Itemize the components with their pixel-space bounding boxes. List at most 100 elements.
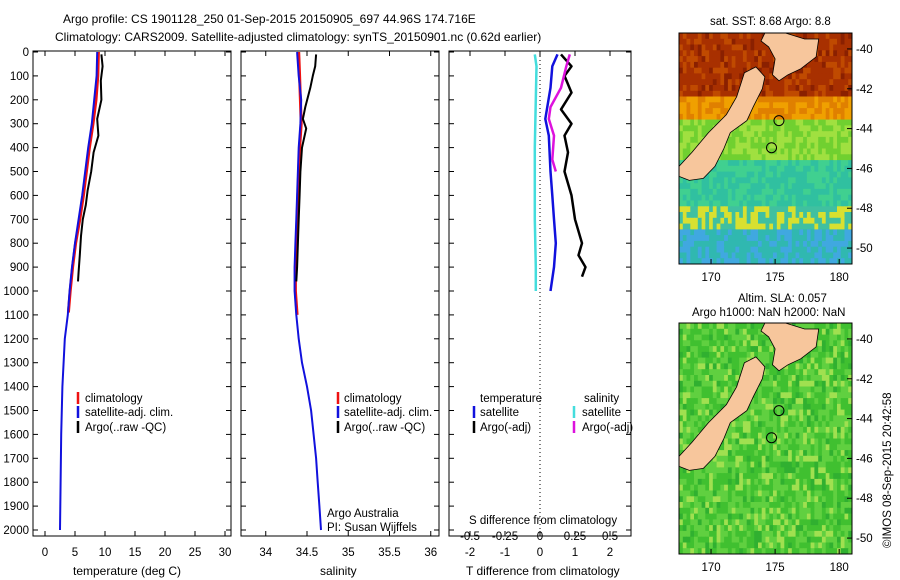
map-cell xyxy=(806,61,812,69)
map-cell xyxy=(840,496,845,503)
map-cell xyxy=(682,206,688,213)
map-cell xyxy=(758,473,763,480)
map-cell xyxy=(825,398,830,405)
map-cell xyxy=(833,334,838,341)
map-cell xyxy=(814,519,819,526)
map-cell xyxy=(731,484,736,491)
map-cell xyxy=(791,171,797,178)
map-cell xyxy=(701,392,706,399)
map-cell xyxy=(848,455,853,463)
map-cell xyxy=(679,206,684,213)
map-cell xyxy=(758,217,763,225)
map-cell xyxy=(739,246,744,253)
map-cell xyxy=(784,455,789,463)
map-cell xyxy=(795,79,800,86)
map-cell xyxy=(844,519,849,526)
map-cell xyxy=(810,536,815,543)
map-cell xyxy=(690,536,695,543)
map-cell xyxy=(754,44,759,51)
map-cell xyxy=(780,392,785,399)
map-cell xyxy=(795,409,800,416)
map-cell xyxy=(788,450,793,457)
map-cell xyxy=(788,409,793,416)
map-cell xyxy=(806,96,812,103)
map-cell xyxy=(682,386,688,393)
map-cell xyxy=(727,136,733,144)
map-cell xyxy=(690,369,695,376)
map-cell xyxy=(716,113,721,121)
map-cell xyxy=(814,229,819,236)
map-cell xyxy=(750,548,755,555)
map-cell xyxy=(837,171,842,178)
map-cell xyxy=(750,142,755,149)
map-cell xyxy=(739,223,744,230)
map-cell xyxy=(746,490,751,497)
map-cell xyxy=(705,188,710,196)
map-cell xyxy=(724,217,729,225)
map-cell xyxy=(814,125,819,132)
map-cell xyxy=(825,490,830,497)
map-cell xyxy=(833,79,838,86)
map-cell xyxy=(848,38,853,46)
map-cell xyxy=(754,409,759,416)
map-cell xyxy=(799,235,804,242)
depth-axis: 0100200300400500600700800900100011001200… xyxy=(3,47,631,537)
map-cell xyxy=(818,56,823,63)
map-cell xyxy=(806,183,812,190)
map-cell xyxy=(840,79,845,86)
map-cell xyxy=(837,165,842,173)
map-cell xyxy=(791,148,797,155)
map-cell xyxy=(788,392,793,399)
map-cell xyxy=(731,461,736,468)
map-cell xyxy=(773,513,778,520)
map-cell xyxy=(814,206,819,213)
map-cell xyxy=(825,432,830,439)
map-cell xyxy=(833,328,838,336)
map-cell xyxy=(682,426,688,434)
map-cell xyxy=(705,96,710,103)
map-cell xyxy=(690,113,695,121)
map-cell xyxy=(818,375,823,382)
map-cell xyxy=(806,323,812,330)
map-cell xyxy=(754,33,759,40)
map-cell xyxy=(735,438,740,445)
map-cell xyxy=(765,200,770,207)
map-cell xyxy=(825,136,830,144)
map-cell xyxy=(803,183,808,190)
map-cell xyxy=(848,426,853,434)
map-cell xyxy=(694,136,699,144)
map-cell xyxy=(818,542,823,549)
map-cell xyxy=(720,165,725,173)
map-cell xyxy=(724,38,729,46)
map-cell xyxy=(701,386,706,393)
map-cell xyxy=(795,131,800,138)
legend-label-argo: Argo(..raw -QC) xyxy=(344,422,425,434)
map-cell xyxy=(837,450,842,457)
map-cell xyxy=(818,165,823,173)
map-cell xyxy=(750,496,755,503)
map-cell xyxy=(720,513,725,520)
map-cell xyxy=(773,96,778,103)
map-cell xyxy=(712,548,718,555)
map-cell xyxy=(821,473,827,480)
map-cell xyxy=(799,246,804,253)
map-cell xyxy=(821,415,827,422)
depth-tick-label: 500 xyxy=(10,167,29,179)
map-cell xyxy=(776,426,782,434)
map-cell xyxy=(731,507,736,515)
map-cell xyxy=(720,252,725,259)
map-cell xyxy=(795,136,800,144)
map-cell xyxy=(780,119,785,126)
map-cell xyxy=(724,235,729,242)
map-cell xyxy=(788,536,793,543)
map-cell xyxy=(837,113,842,121)
map-cell xyxy=(773,415,778,422)
map-cell xyxy=(825,67,830,74)
map-cell xyxy=(840,513,845,520)
map-cell xyxy=(720,403,725,411)
map-cell xyxy=(840,369,845,376)
map-cell xyxy=(825,444,830,451)
map-cell xyxy=(746,177,751,184)
map-cell xyxy=(765,432,770,439)
map-cell xyxy=(810,421,815,428)
